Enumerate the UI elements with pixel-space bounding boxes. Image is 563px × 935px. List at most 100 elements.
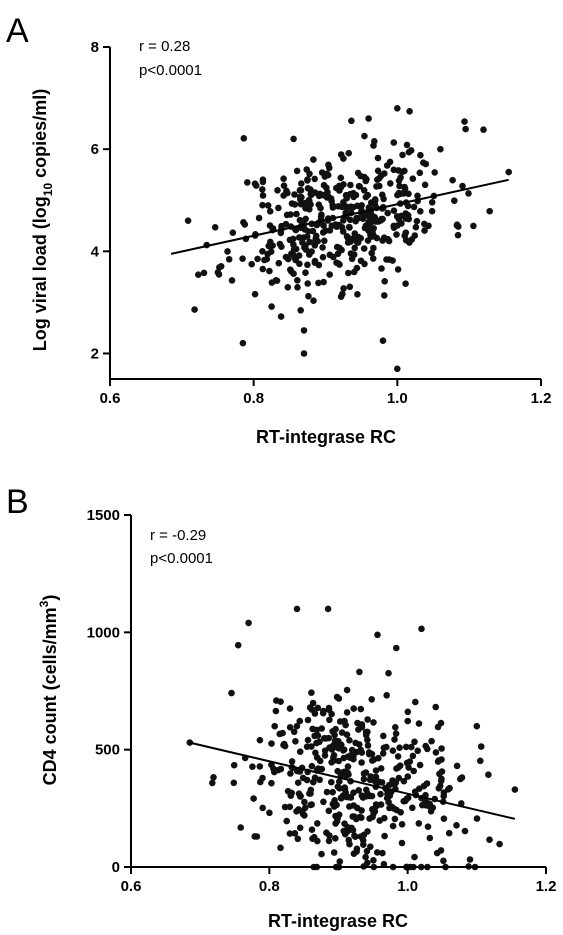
- panel-b-data-point: [288, 758, 296, 765]
- panel-a-data-point: [266, 208, 274, 215]
- panel-b-data-point: [364, 728, 371, 736]
- panel-b-data-point: [314, 704, 322, 712]
- panel-b-data-point: [333, 801, 340, 809]
- panel-b-data-point: [351, 832, 358, 839]
- panel-b-y-axis-label-end: ): [40, 595, 60, 601]
- panel-a-data-point: [406, 239, 413, 246]
- panel-b-data-point: [398, 821, 406, 828]
- panel-b-data-point: [458, 774, 466, 781]
- panel-a-data-point: [370, 244, 377, 252]
- panel-a-data-point: [214, 269, 222, 276]
- panel-a-data-point: [275, 204, 282, 212]
- panel-b-data-point: [210, 774, 217, 781]
- panel-b-data-point: [256, 736, 264, 744]
- panel-a-data-point: [465, 190, 472, 197]
- panel-b-data-point: [271, 722, 279, 730]
- panel-b-points: [186, 605, 519, 871]
- panel-a-data-point: [294, 284, 301, 291]
- panel-b-data-point: [287, 770, 294, 777]
- panel-b-data-point: [334, 814, 341, 822]
- panel-a-data-point: [374, 154, 382, 162]
- panel-b-data-point: [266, 809, 273, 817]
- panel-a-data-point: [377, 172, 385, 180]
- panel-a-data-point: [398, 168, 406, 176]
- panel-b-data-point: [511, 786, 519, 793]
- panel-b-data-point: [296, 717, 304, 725]
- panel-a-data-point: [367, 211, 375, 218]
- panel-b-data-point: [358, 807, 365, 814]
- panel-a-data-point: [425, 222, 432, 230]
- panel-b-data-point: [438, 768, 446, 775]
- panel-b-data-point: [344, 763, 352, 770]
- panel-a-data-point: [184, 217, 192, 224]
- panel-b-data-point: [380, 860, 388, 868]
- panel-a-data-point: [261, 256, 268, 264]
- panel-b-data-point: [329, 728, 336, 735]
- panel-b-data-point: [473, 722, 481, 730]
- panel-b-data-point: [356, 668, 363, 676]
- panel-a-data-point: [360, 245, 368, 252]
- panel-a-data-point: [317, 204, 324, 212]
- panel-b-data-point: [286, 830, 294, 837]
- panel-a-data-point: [311, 242, 319, 249]
- panel-a-data-point: [381, 278, 389, 285]
- panel-b-data-point: [325, 734, 333, 742]
- panel-a-data-point: [320, 278, 327, 286]
- panel-b-data-point: [360, 775, 368, 783]
- panel-b-data-point: [437, 777, 445, 785]
- panel-a-data-point: [300, 327, 308, 334]
- panel-a-data-point: [347, 181, 354, 189]
- panel-b-data-point: [379, 849, 386, 857]
- panel-a-data-point: [259, 265, 267, 273]
- panel-b-data-point: [453, 822, 460, 829]
- panel-a-data-point: [291, 253, 298, 261]
- panel-b-data-point: [320, 798, 327, 806]
- panel-b-data-point: [277, 844, 284, 852]
- panel-a-data-point: [251, 180, 259, 187]
- panel-a-data-point: [380, 234, 388, 241]
- panel-a-data-point: [306, 170, 313, 178]
- panel-b-y-tick-label: 0: [112, 859, 120, 876]
- panel-a-data-point: [357, 234, 365, 242]
- panel-a-data-point: [264, 202, 272, 209]
- panel-a-data-point: [365, 218, 372, 226]
- panel-a-data-point: [348, 117, 355, 125]
- panel-b-data-point: [309, 725, 316, 733]
- panel-b-data-point: [379, 750, 387, 757]
- panel-a-data-point: [421, 227, 428, 234]
- panel-b-data-point: [336, 858, 344, 865]
- panel-a-data-point: [417, 151, 424, 159]
- panel-a-data-point: [453, 221, 461, 228]
- panel-a-data-point: [322, 227, 329, 234]
- panel-a-data-point: [379, 337, 387, 345]
- panel-b-data-point: [330, 849, 338, 856]
- panel-a-data-point: [486, 207, 494, 215]
- panel-b-data-point: [466, 856, 474, 863]
- panel-b-data-point: [253, 833, 261, 840]
- panel-a-data-point: [346, 216, 354, 224]
- panel-b-data-point: [389, 822, 397, 830]
- panel-a-data-point: [302, 204, 309, 211]
- panel-a-data-point: [217, 263, 225, 270]
- panel-b-data-point: [259, 804, 267, 812]
- panel-b-data-point: [301, 798, 308, 806]
- panel-b-data-point: [250, 795, 257, 802]
- panel-b-data-point: [249, 763, 256, 770]
- panel-a-data-point: [265, 242, 273, 250]
- panel-a-data-point: [254, 255, 261, 263]
- panel-b-data-point: [438, 745, 445, 752]
- panel-a-data-point: [345, 269, 352, 277]
- panel-a-data-point: [323, 184, 330, 191]
- panel-b-data-point: [397, 809, 405, 816]
- panel-b-data-point: [409, 752, 417, 760]
- panel-a-data-point: [251, 290, 259, 298]
- panel-a-data-point: [289, 235, 297, 243]
- panel-b-label: B: [6, 483, 29, 521]
- panel-a-data-point: [337, 293, 345, 301]
- panel-b-data-point: [391, 736, 398, 743]
- panel-b-data-point: [360, 841, 367, 848]
- panel-b-data-point: [356, 813, 364, 821]
- panel-b-y-tick-label: 500: [95, 742, 120, 759]
- panel-a-x-axis-label: RT-integrase RC: [256, 427, 396, 447]
- panel-a-data-point: [355, 182, 363, 190]
